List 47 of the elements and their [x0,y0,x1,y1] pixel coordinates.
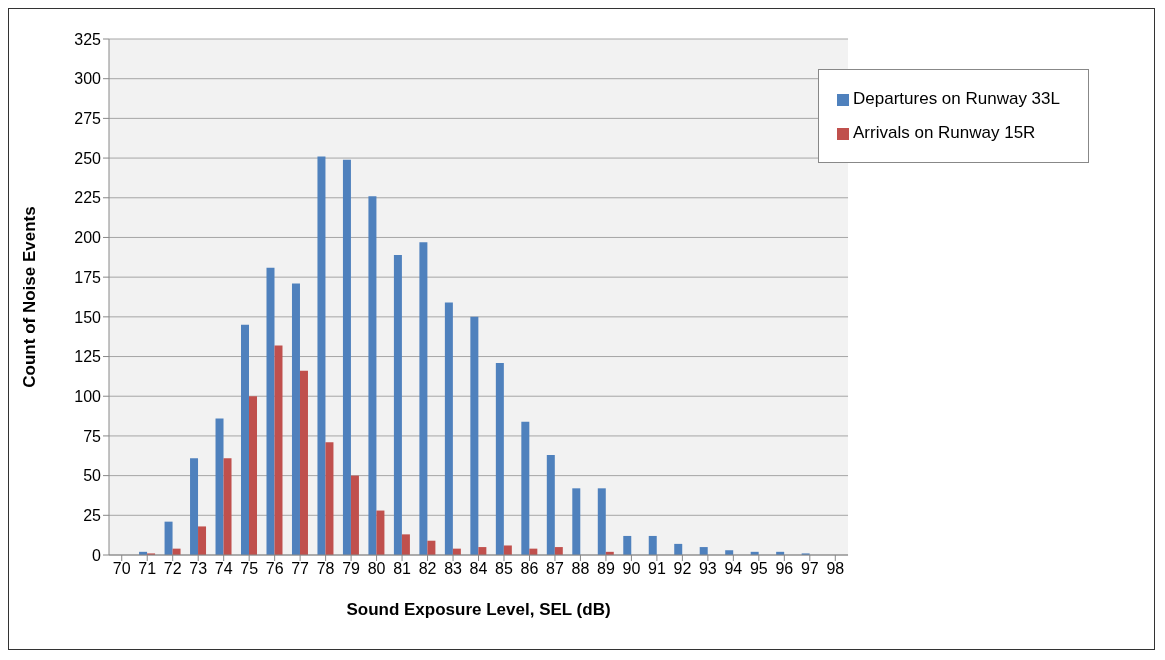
x-tick-label: 88 [571,560,590,578]
x-tick-label: 86 [520,560,539,578]
y-tick-label: 150 [74,308,102,326]
y-tick-label: 200 [74,229,102,247]
x-tick-label: 95 [749,560,768,578]
legend-label: Departures on Runway 33L [853,89,1060,108]
x-tick-label: 83 [444,560,463,578]
y-tick-label: 0 [92,546,102,564]
y-tick-label: 125 [74,348,102,366]
x-tick-label: 74 [214,560,233,578]
x-tick-label: 87 [546,560,564,578]
y-tick-label: 25 [83,506,102,524]
y-tick-label: 225 [74,189,102,207]
y-tick-label: 250 [74,149,102,167]
x-tick-label: 75 [240,560,259,578]
x-tick-label: 78 [316,560,335,578]
x-tick-label: 89 [597,560,615,578]
x-tick-label: 80 [367,560,386,578]
legend-label: Arrivals on Runway 15R [853,123,1036,142]
x-tick-label: 71 [138,560,157,578]
y-tick-label: 275 [74,110,102,128]
y-tick-label: 325 [74,30,102,48]
x-axis-title: Sound Exposure Level, SEL (dB) [346,600,611,619]
x-tick-label: 77 [291,560,310,578]
x-tick-label: 81 [393,560,412,578]
y-tick-label: 100 [74,387,102,405]
x-tick-label: 73 [189,560,208,578]
x-tick-label: 94 [724,560,743,578]
y-tick-label: 75 [83,427,102,445]
y-tick-label: 50 [83,467,102,485]
x-tick-label: 79 [342,560,361,578]
x-tick-label: 92 [673,560,692,578]
x-tick-label: 96 [775,560,794,578]
y-tick-label: 175 [74,268,102,286]
x-tick-label: 90 [622,560,641,578]
x-tick-label: 93 [698,560,717,578]
x-tick-label: 82 [418,560,437,578]
y-tick-label: 300 [74,70,102,88]
x-tick-label: 97 [800,560,819,578]
x-tick-label: 85 [495,560,513,578]
x-tick-label: 98 [826,560,845,578]
y-axis-title: Count of Noise Events [20,206,40,388]
x-tick-label: 70 [112,560,131,578]
x-tick-label: 76 [265,560,284,578]
x-tick-label: 91 [648,560,666,578]
x-tick-label: 84 [469,560,488,578]
x-tick-label: 72 [163,560,182,578]
